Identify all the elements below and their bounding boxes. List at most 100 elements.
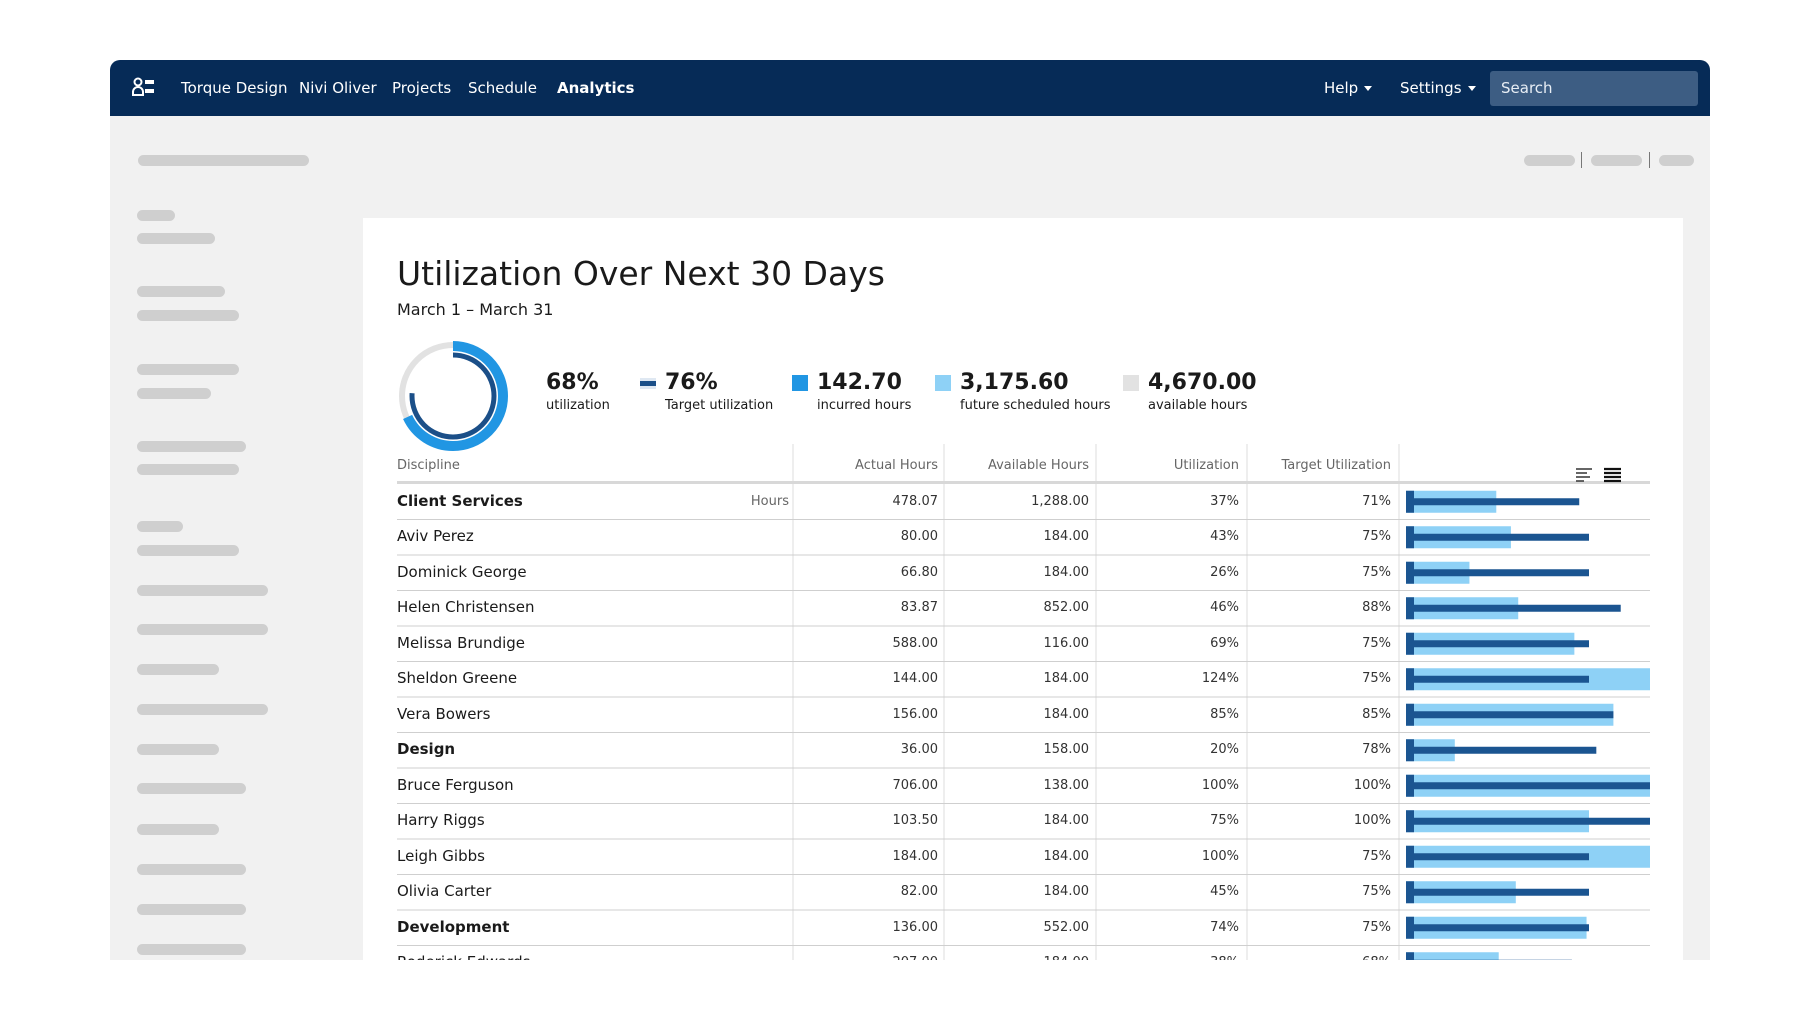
nav-menu[interactable]: Settings (1400, 79, 1476, 97)
kpi-value: 4,670.00 (1148, 370, 1257, 395)
logo-icon[interactable] (132, 77, 156, 99)
row-unit: Hours (750, 493, 789, 509)
sidebar-placeholder (137, 286, 225, 297)
report-subtitle: March 1 – March 31 (397, 300, 554, 319)
target-bar (1406, 675, 1589, 683)
column-header: Actual Hours (855, 458, 938, 473)
row-name: Sheldon Greene (397, 669, 518, 688)
report-title: Utilization Over Next 30 Days (397, 254, 885, 293)
legend-swatch (792, 375, 808, 391)
cell: 75% (1362, 671, 1391, 687)
target-bar (1406, 604, 1621, 612)
target-bar (1406, 711, 1614, 719)
cell: 144.00 (892, 671, 939, 687)
bar-start (1406, 810, 1414, 833)
donut-arc (398, 341, 508, 451)
target-bar (1406, 533, 1589, 541)
bar-start (1406, 774, 1414, 797)
cell: 124% (1201, 671, 1239, 687)
cell: 100% (1353, 777, 1391, 793)
sidebar-placeholder (137, 210, 175, 221)
cell: 83.87 (900, 600, 938, 616)
header-rule (397, 481, 1650, 484)
navbar: Torque Design Nivi Oliver Projects Sched… (110, 60, 1710, 116)
cell: 88% (1362, 600, 1391, 616)
legend-swatch (640, 381, 656, 386)
cell: 78% (1362, 742, 1391, 758)
target-bar (1406, 640, 1589, 648)
row-name: Melissa Brundige (397, 633, 526, 652)
cell: 158.00 (1043, 742, 1090, 758)
cell: 82.00 (900, 884, 938, 900)
sidebar-placeholder (137, 310, 239, 321)
cell: 66.80 (900, 564, 938, 580)
kpi-label: utilization (546, 398, 610, 413)
cell: 75% (1362, 529, 1391, 545)
cell: 138.00 (1043, 777, 1090, 793)
donut-target-arc (409, 352, 497, 440)
nav-link[interactable]: Schedule (468, 79, 537, 97)
nav-link[interactable]: Projects (392, 79, 452, 97)
row-name: Aviv Perez (397, 527, 474, 546)
cell: 184.00 (1043, 884, 1090, 900)
target-bar (1406, 888, 1589, 896)
cell: 116.00 (1043, 635, 1090, 651)
breadcrumb-placeholder (138, 155, 309, 166)
cell: 80.00 (900, 529, 938, 545)
sidebar-placeholder (137, 904, 246, 915)
kpi-label: available hours (1148, 398, 1248, 413)
row-name: Client Services (397, 491, 523, 510)
cell: 207.00 (698, 955, 939, 960)
cell: 75% (1362, 635, 1391, 651)
sidebar-placeholder (137, 545, 239, 556)
cell: 75% (1362, 919, 1391, 935)
row-name: Olivia Carter (397, 882, 492, 901)
column-header: Discipline (397, 458, 460, 473)
target-bar (1406, 498, 1580, 506)
sidebar-placeholder (137, 364, 239, 375)
row-bars (1406, 739, 1597, 762)
cell: 184.00 (892, 848, 939, 864)
cell: 136.00 (892, 919, 939, 935)
nav-link[interactable]: Analytics (557, 79, 635, 97)
caret (1467, 86, 1476, 91)
sidebar-placeholder (137, 388, 211, 399)
cell: 184.00 (1043, 848, 1090, 864)
cell: 852.00 (1043, 600, 1090, 616)
nav-menu[interactable]: Help (1324, 79, 1373, 97)
sidebar-placeholder (137, 624, 268, 635)
row-bars (1406, 952, 1572, 960)
donut-chart (398, 341, 508, 451)
bar-start (1406, 703, 1414, 726)
row-bars (1406, 774, 1650, 797)
kpi-value: 76% (665, 370, 718, 395)
sidebar-placeholder (137, 824, 219, 835)
action-placeholder (1524, 155, 1575, 166)
cell: 69% (1210, 635, 1239, 651)
bar-start (1406, 952, 1414, 960)
target-bar (1406, 782, 1650, 790)
sidebar-placeholder (137, 441, 246, 452)
cell: 184.00 (1043, 706, 1090, 722)
nav-brand[interactable]: Torque Design (181, 79, 288, 97)
cell: 36.00 (900, 742, 938, 758)
target-bar (1406, 853, 1589, 861)
row-name: Leigh Gibbs (397, 846, 485, 865)
chart-view-icon (1576, 468, 1592, 482)
cell: 100% (1201, 777, 1239, 793)
nav-user[interactable]: Nivi Oliver (299, 79, 377, 97)
target-bar (1406, 817, 1650, 825)
row-bars (1406, 810, 1650, 833)
action-placeholder (1659, 155, 1694, 166)
row-name: Development (397, 917, 510, 936)
kpi-label: Target utilization (665, 398, 774, 413)
menu-label: Help (1324, 79, 1359, 97)
sidebar-placeholder (137, 233, 215, 244)
bar-start (1406, 881, 1414, 904)
cell: 45% (1210, 884, 1239, 900)
cell: 43% (1210, 529, 1239, 545)
sidebar-placeholder (137, 783, 246, 794)
search-box[interactable]: Search (1490, 71, 1698, 106)
cell: 156.00 (892, 706, 939, 722)
sidebar-placeholder (137, 704, 268, 715)
